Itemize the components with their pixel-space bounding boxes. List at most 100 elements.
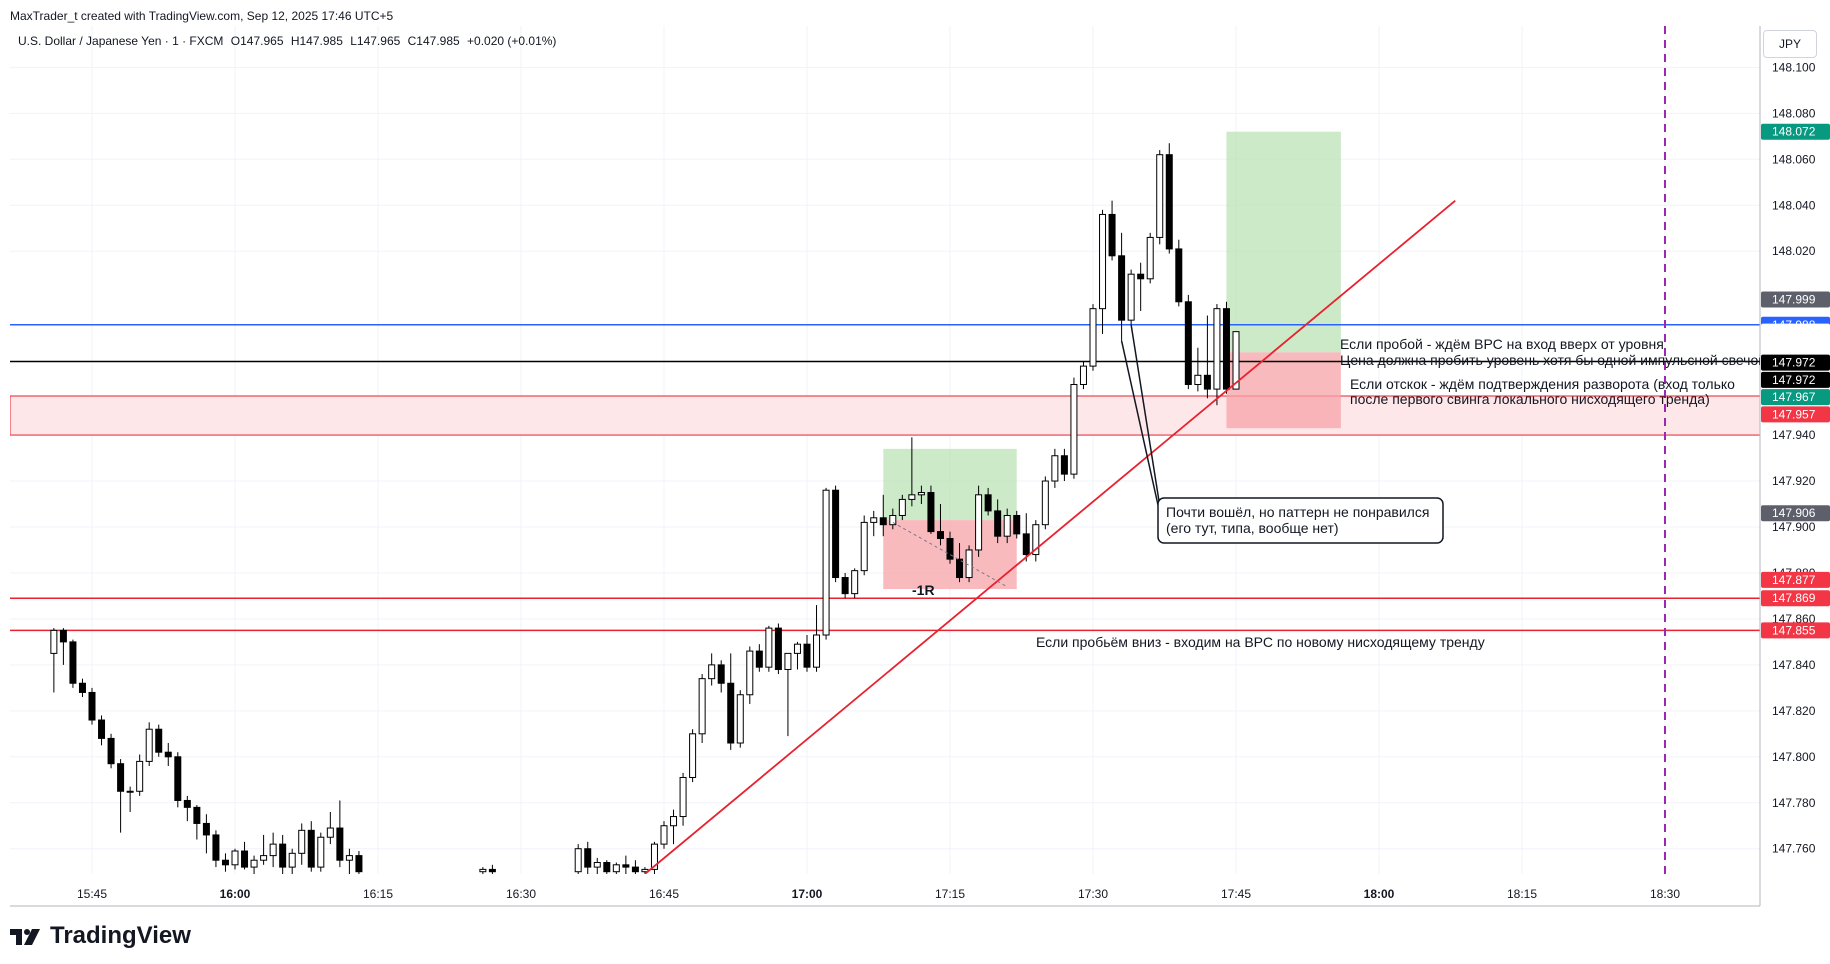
candle[interactable] — [117, 759, 125, 833]
candle[interactable] — [975, 485, 983, 557]
candle[interactable] — [479, 867, 487, 874]
candle[interactable] — [870, 510, 878, 537]
candle[interactable] — [650, 841, 658, 874]
candle[interactable] — [136, 754, 144, 796]
candle[interactable] — [1118, 232, 1126, 341]
candle[interactable] — [612, 862, 620, 874]
candle[interactable] — [917, 485, 925, 505]
candle[interactable] — [326, 811, 334, 845]
candle[interactable] — [260, 834, 268, 865]
candle[interactable] — [307, 821, 315, 872]
candle[interactable] — [50, 628, 58, 693]
candle[interactable] — [345, 848, 353, 874]
candle[interactable] — [898, 494, 906, 521]
candle[interactable] — [202, 814, 210, 854]
candle[interactable] — [1222, 301, 1230, 394]
callout-box[interactable] — [1157, 497, 1444, 544]
candle[interactable] — [193, 805, 201, 840]
candle[interactable] — [689, 729, 697, 783]
candle[interactable] — [269, 832, 277, 868]
candle[interactable] — [298, 823, 306, 865]
position-profit-zone[interactable] — [1226, 131, 1341, 353]
candle[interactable] — [803, 634, 811, 672]
candle[interactable] — [1194, 347, 1202, 392]
candle[interactable] — [1003, 508, 1011, 544]
candle[interactable] — [1213, 304, 1221, 406]
candle[interactable] — [1108, 200, 1116, 261]
candle[interactable] — [1146, 232, 1154, 284]
candle[interactable] — [679, 772, 687, 826]
candle[interactable] — [622, 855, 630, 874]
candle[interactable] — [1060, 448, 1068, 482]
candle[interactable] — [126, 786, 134, 812]
candle[interactable] — [1127, 269, 1135, 325]
candle[interactable] — [813, 605, 821, 672]
candle[interactable] — [956, 543, 964, 583]
candle[interactable] — [1137, 262, 1145, 311]
candle[interactable] — [1051, 448, 1059, 488]
symbol-name[interactable]: U.S. Dollar / Japanese Yen · 1 · FXCM — [18, 34, 224, 48]
candle[interactable] — [698, 674, 706, 744]
candle[interactable] — [660, 821, 668, 849]
candle[interactable] — [736, 690, 744, 748]
trendline[interactable] — [644, 199, 1456, 874]
candle[interactable] — [860, 515, 868, 576]
candle[interactable] — [88, 687, 96, 725]
candle[interactable] — [822, 487, 830, 640]
candle[interactable] — [584, 841, 592, 874]
tradingview-logo[interactable]: TradingView — [10, 922, 191, 950]
candle[interactable] — [717, 660, 725, 693]
candle[interactable] — [784, 652, 792, 737]
candle[interactable] — [221, 853, 229, 872]
candle[interactable] — [78, 678, 86, 698]
candle[interactable] — [1032, 520, 1040, 562]
candle[interactable] — [155, 724, 163, 757]
candle[interactable] — [279, 834, 287, 874]
candle[interactable] — [851, 568, 859, 599]
candle[interactable] — [1099, 209, 1107, 334]
candle[interactable] — [889, 508, 897, 530]
support-zone[interactable] — [10, 395, 1760, 436]
candle[interactable] — [774, 623, 782, 675]
candle[interactable] — [1070, 377, 1078, 479]
candle[interactable] — [1022, 513, 1030, 562]
candle[interactable] — [631, 860, 639, 874]
candle[interactable] — [98, 715, 106, 746]
position-loss-zone[interactable] — [1226, 352, 1341, 429]
candle[interactable] — [1041, 476, 1049, 530]
candle[interactable] — [755, 644, 763, 672]
candle[interactable] — [927, 485, 935, 534]
candle[interactable] — [727, 653, 735, 750]
candle[interactable] — [288, 848, 296, 874]
candle[interactable] — [317, 832, 325, 872]
candle[interactable] — [1089, 304, 1097, 371]
candle[interactable] — [593, 857, 601, 874]
candle[interactable] — [708, 653, 716, 686]
candle[interactable] — [765, 625, 773, 672]
candle[interactable] — [107, 733, 115, 769]
candle[interactable] — [183, 795, 191, 822]
currency-button[interactable]: JPY — [1763, 30, 1817, 58]
candle[interactable] — [670, 809, 678, 845]
candle[interactable] — [212, 830, 220, 868]
candle[interactable] — [1203, 315, 1211, 399]
candle[interactable] — [174, 752, 182, 808]
candle[interactable] — [355, 851, 363, 874]
candle[interactable] — [1156, 150, 1164, 245]
candle[interactable] — [164, 743, 172, 766]
candle[interactable] — [879, 494, 887, 537]
candle[interactable] — [984, 487, 992, 516]
candle[interactable] — [241, 841, 249, 870]
candle[interactable] — [1079, 361, 1087, 390]
candle[interactable] — [793, 641, 801, 670]
candle[interactable] — [1013, 510, 1021, 539]
candle[interactable] — [145, 722, 153, 766]
candle[interactable] — [250, 855, 258, 874]
candle[interactable] — [574, 844, 582, 874]
candle[interactable] — [488, 864, 496, 874]
candle[interactable] — [832, 485, 840, 583]
candle[interactable] — [841, 572, 849, 599]
candle[interactable] — [946, 531, 954, 564]
candle[interactable] — [746, 646, 754, 704]
